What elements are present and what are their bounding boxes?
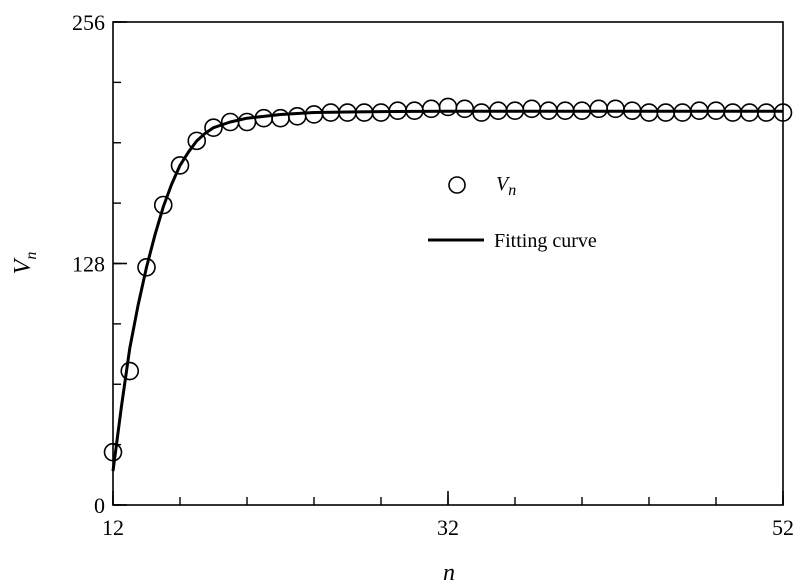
data-point [304, 105, 324, 124]
data-point [204, 118, 223, 137]
legend-label-vn: Vn [496, 173, 516, 199]
svg-text:Vn: Vn [10, 252, 40, 275]
fitting-curve-layer [111, 109, 783, 472]
data-point [137, 257, 156, 277]
y-tick-label: 0 [94, 493, 105, 518]
data-points-layer [103, 97, 793, 462]
axes: 12 32 52 0 128 256 [72, 10, 794, 540]
y-axis-label: Vn [10, 252, 40, 275]
data-point [237, 112, 257, 132]
data-point [773, 103, 793, 122]
legend-label-fitting-curve: Fitting curve [494, 230, 597, 252]
data-point [187, 131, 207, 151]
y-tick-label: 128 [72, 252, 105, 277]
data-point [153, 195, 173, 215]
data-point [421, 99, 441, 119]
data-point [120, 361, 140, 381]
data-point [438, 97, 458, 117]
legend: Vn Fitting curve [428, 173, 597, 252]
data-point [287, 107, 307, 126]
data-point [589, 99, 609, 119]
fitting-curve-line [111, 109, 783, 472]
plot-frame [112, 21, 784, 506]
legend-marker-circle [448, 176, 466, 194]
x-tick-label: 32 [437, 515, 459, 540]
data-point [455, 99, 475, 119]
x-axis-label: n [443, 560, 455, 585]
data-point [606, 99, 625, 119]
data-point [103, 442, 123, 462]
y-tick-label: 256 [72, 10, 105, 35]
data-point [271, 108, 290, 128]
data-point [170, 156, 190, 175]
x-tick-label: 12 [102, 515, 124, 540]
data-point [522, 99, 542, 119]
x-tick-label: 52 [772, 515, 794, 540]
